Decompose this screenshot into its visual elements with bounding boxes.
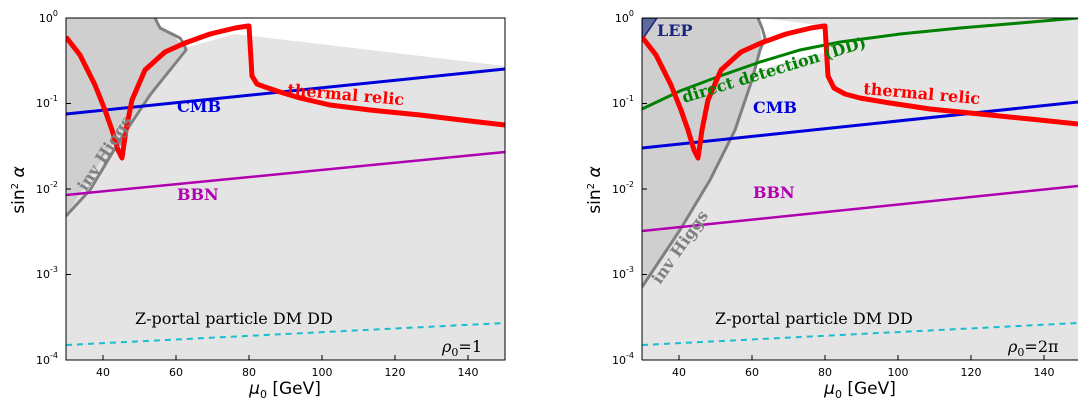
y-ticks-left xyxy=(66,17,71,361)
cmb-curve-right xyxy=(642,100,1078,150)
zportal-curve-left xyxy=(66,322,505,346)
x-axis-label-left: μ0 [GeV] xyxy=(248,379,321,399)
y-tick-label: 10-4 xyxy=(612,351,634,367)
x-tick-label: 40 xyxy=(672,366,686,379)
x-tick-label: 140 xyxy=(1034,366,1055,379)
y-tick-label: 10-4 xyxy=(36,351,58,367)
x-tick-label: 100 xyxy=(888,366,909,379)
y-axis-label-right: sin2 α xyxy=(585,166,605,213)
y-tick-label: 10-3 xyxy=(36,265,58,281)
y-axis-label-left: sin2 α xyxy=(9,166,29,213)
inv-higgs-boundary-right xyxy=(642,18,767,288)
y-tick-labels-left: 100 10-1 10-2 10-3 10-4 xyxy=(36,9,58,367)
y-tick-label: 10-3 xyxy=(612,265,634,281)
x-tick-label: 60 xyxy=(169,366,183,379)
bbn-curve-right xyxy=(642,184,1078,233)
zportal-label-left: Z-portal particle DM DD xyxy=(135,309,333,328)
thermal-relic-curve-left xyxy=(66,23,505,161)
rho-label-right: ρ0=2π xyxy=(1007,337,1059,359)
zportal-label-right: Z-portal particle DM DD xyxy=(715,309,913,328)
x-tick-label: 120 xyxy=(961,366,982,379)
y-tick-label: 10-2 xyxy=(36,180,58,196)
x-ticks-right xyxy=(678,355,1045,360)
x-tick-label: 100 xyxy=(312,366,333,379)
cmb-label-right: CMB xyxy=(753,98,797,117)
inv-higgs-boundary-left xyxy=(66,18,188,218)
x-tick-label: 40 xyxy=(96,366,110,379)
bbn-curve-left xyxy=(66,150,505,197)
x-axis-label-right: μ0 [GeV] xyxy=(823,379,896,399)
lep-label-right: LEP xyxy=(657,21,692,40)
zportal-curve-right xyxy=(642,322,1078,346)
bbn-label-left: BBN xyxy=(177,185,219,204)
cmb-label-left: CMB xyxy=(177,97,221,116)
y-tick-labels-right: 100 10-1 10-2 10-3 10-4 xyxy=(612,9,634,367)
rho-label-left: ρ0=1 xyxy=(441,337,482,359)
x-ticks-left xyxy=(102,355,469,360)
inv-higgs-region-left xyxy=(66,18,185,216)
y-tick-label: 10-2 xyxy=(612,180,634,196)
y-tick-label: 100 xyxy=(39,9,58,25)
dd-curve-right xyxy=(642,18,1078,111)
chart-panel-left: 40 60 80 100 120 140 100 10-1 10-2 10-3 … xyxy=(9,9,506,399)
x-tick-label: 80 xyxy=(818,366,832,379)
y-tick-label: 10-1 xyxy=(36,94,58,110)
thermal-relic-curve-right xyxy=(642,23,1078,161)
x-tick-label: 120 xyxy=(385,366,406,379)
lep-region-right xyxy=(642,18,658,42)
bbn-label-right: BBN xyxy=(753,183,795,202)
y-tick-label: 100 xyxy=(615,9,634,25)
x-tick-label: 140 xyxy=(458,366,479,379)
x-tick-label: 80 xyxy=(242,366,256,379)
y-ticks-right xyxy=(642,17,647,361)
x-tick-label: 60 xyxy=(745,366,759,379)
chart-panel-right: 40 60 80 100 120 140 100 10-1 10-2 10-3 … xyxy=(585,9,1078,399)
y-tick-label: 10-1 xyxy=(612,94,634,110)
